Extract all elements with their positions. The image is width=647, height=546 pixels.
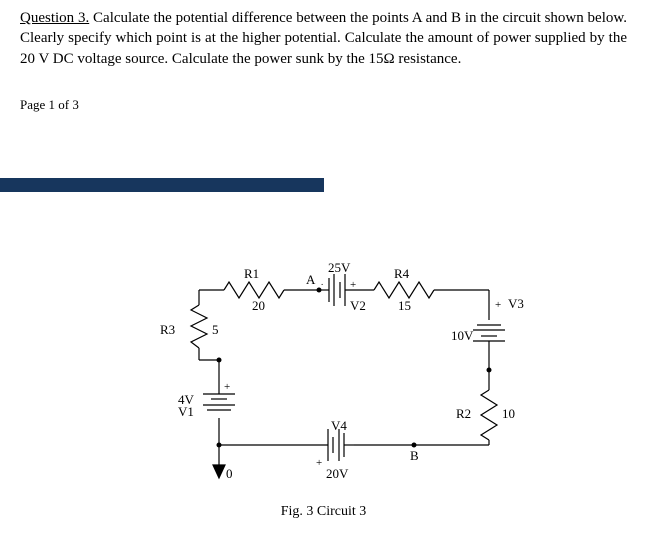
r1-value: 20 <box>252 298 265 313</box>
r4-label: R4 <box>394 266 410 281</box>
r2-label: R2 <box>456 406 471 421</box>
circuit-diagram: R1 20 25V V2 + A . R4 15 V3 10V + R2 10 … <box>0 260 647 546</box>
v2-value: 25V <box>328 260 351 275</box>
svg-text:+: + <box>350 279 356 291</box>
ground-label: 0 <box>226 466 233 481</box>
r4-value: 15 <box>398 298 411 313</box>
node-a: A <box>306 272 316 287</box>
node-b: B <box>410 448 419 463</box>
r1-label: R1 <box>244 266 259 281</box>
circuit-svg: R1 20 25V V2 + A . R4 15 V3 10V + R2 10 … <box>94 260 554 500</box>
figure-caption: Fig. 3 Circuit 3 <box>0 504 647 520</box>
question-body: Calculate the potential difference betwe… <box>20 10 627 67</box>
svg-text:.: . <box>321 277 323 287</box>
v3-value: 10V <box>451 328 474 343</box>
page-number: Page 1 of 3 <box>20 97 627 113</box>
v4-value: 20V <box>326 466 349 481</box>
svg-text:+: + <box>224 381 230 393</box>
divider-bar <box>0 178 324 192</box>
r3-value: 5 <box>212 322 219 337</box>
v2-label: V2 <box>350 298 366 313</box>
r2-value: 10 <box>502 406 515 421</box>
svg-text:+: + <box>495 299 501 311</box>
v3-label: V3 <box>508 296 524 311</box>
svg-text:V1: V1 <box>178 404 194 419</box>
r3-label: R3 <box>160 322 175 337</box>
svg-text:+: + <box>316 457 322 469</box>
question-label: Question 3. <box>20 10 89 26</box>
v4-label: V4 <box>331 418 347 433</box>
question-text: Question 3. Calculate the potential diff… <box>20 8 627 69</box>
